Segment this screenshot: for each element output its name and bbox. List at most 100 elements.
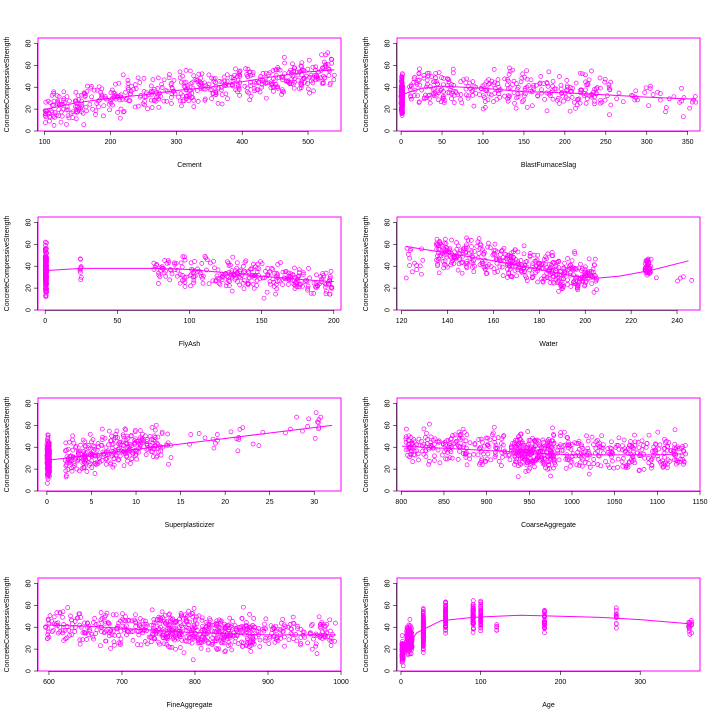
data-point: [312, 436, 318, 441]
data-point: [181, 277, 187, 283]
data-point: [206, 281, 212, 287]
data-point: [294, 414, 299, 420]
data-point: [254, 283, 259, 288]
data-point: [156, 639, 162, 645]
data-point: [77, 468, 82, 474]
data-point: [191, 280, 196, 286]
data-point: [171, 77, 177, 83]
data-point: [565, 277, 570, 283]
data-point: [270, 267, 276, 272]
data-point: [263, 616, 269, 622]
data-point: [416, 71, 422, 77]
data-point: [80, 630, 86, 635]
data-point: [305, 86, 311, 92]
data-point: [657, 97, 663, 103]
data-point: [157, 274, 163, 280]
data-point: [80, 637, 85, 643]
data-point: [189, 80, 195, 86]
data-point: [332, 638, 337, 644]
data-point: [172, 632, 178, 638]
data-point: [104, 610, 110, 616]
data-point: [113, 612, 119, 618]
data-point: [545, 466, 550, 472]
data-point: [300, 428, 305, 434]
data-point: [475, 239, 481, 245]
data-point: [113, 432, 119, 437]
data-point: [187, 619, 192, 625]
data-point: [191, 274, 197, 279]
y-tick-label: 40: [385, 443, 392, 451]
data-point: [166, 612, 171, 618]
data-point: [60, 628, 66, 633]
data-point: [550, 78, 556, 84]
data-point: [653, 275, 659, 281]
y-tick-label: 40: [26, 83, 33, 91]
data-point: [516, 463, 521, 469]
y-axis-title: ConcreteCompressiveStrength: [363, 216, 370, 312]
data-points: [44, 410, 324, 486]
data-point: [98, 643, 103, 649]
data-point: [476, 251, 482, 256]
data-point: [89, 439, 94, 445]
data-point: [517, 456, 523, 462]
data-point: [567, 85, 573, 90]
data-point: [433, 75, 439, 81]
data-point: [449, 455, 455, 461]
data-point: [531, 447, 537, 453]
data-point: [553, 266, 559, 272]
x-axis-title: Cement: [177, 162, 202, 169]
data-point: [270, 84, 276, 90]
data-point: [151, 267, 157, 272]
data-point: [98, 610, 104, 615]
data-point: [461, 444, 466, 450]
data-point: [315, 75, 321, 81]
data-point: [73, 116, 79, 122]
data-point: [518, 79, 524, 85]
data-point: [435, 253, 440, 259]
data-point: [435, 447, 441, 453]
data-point: [541, 460, 547, 465]
x-tick-label: 100: [477, 139, 489, 146]
data-point: [244, 620, 249, 625]
x-axis: 120 140 160 180 200 220 240: [396, 310, 683, 325]
x-tick-label: 0: [43, 318, 47, 325]
data-point: [263, 70, 269, 76]
data-point: [536, 454, 542, 460]
panel-fineaggregate: 600 700 800 900 1000020406080FineAggregateCo…: [4, 577, 349, 709]
data-point: [516, 448, 521, 454]
y-axis-title: ConcreteCompressiveStrength: [4, 37, 11, 133]
data-point: [177, 69, 183, 75]
panel-coarseaggregate: 800 850 900 950 1000 1050 1100 1150020406080Coa…: [363, 397, 708, 529]
data-point: [565, 84, 570, 90]
data-point: [202, 636, 208, 642]
data-point: [427, 421, 432, 427]
data-point: [79, 92, 84, 98]
data-point: [550, 83, 555, 89]
data-point: [620, 99, 626, 105]
data-point: [521, 93, 527, 99]
data-point: [558, 82, 564, 88]
data-point: [444, 456, 450, 462]
data-point: [133, 86, 139, 91]
data-point: [72, 619, 78, 624]
data-point: [560, 276, 566, 282]
data-point: [45, 432, 51, 438]
data-point: [250, 639, 256, 645]
data-point: [519, 459, 525, 465]
data-point: [479, 259, 485, 264]
data-point: [313, 64, 319, 70]
data-point: [562, 260, 567, 266]
data-point: [323, 61, 329, 67]
data-point: [313, 410, 319, 416]
data-point: [247, 638, 253, 644]
data-point: [399, 105, 404, 111]
data-point: [92, 446, 98, 452]
data-point: [443, 630, 448, 636]
data-point: [309, 646, 315, 652]
data-point: [569, 258, 575, 264]
data-point: [490, 252, 496, 258]
data-point: [517, 442, 522, 448]
data-point: [137, 616, 143, 621]
data-point: [436, 70, 442, 75]
data-point: [280, 77, 285, 83]
